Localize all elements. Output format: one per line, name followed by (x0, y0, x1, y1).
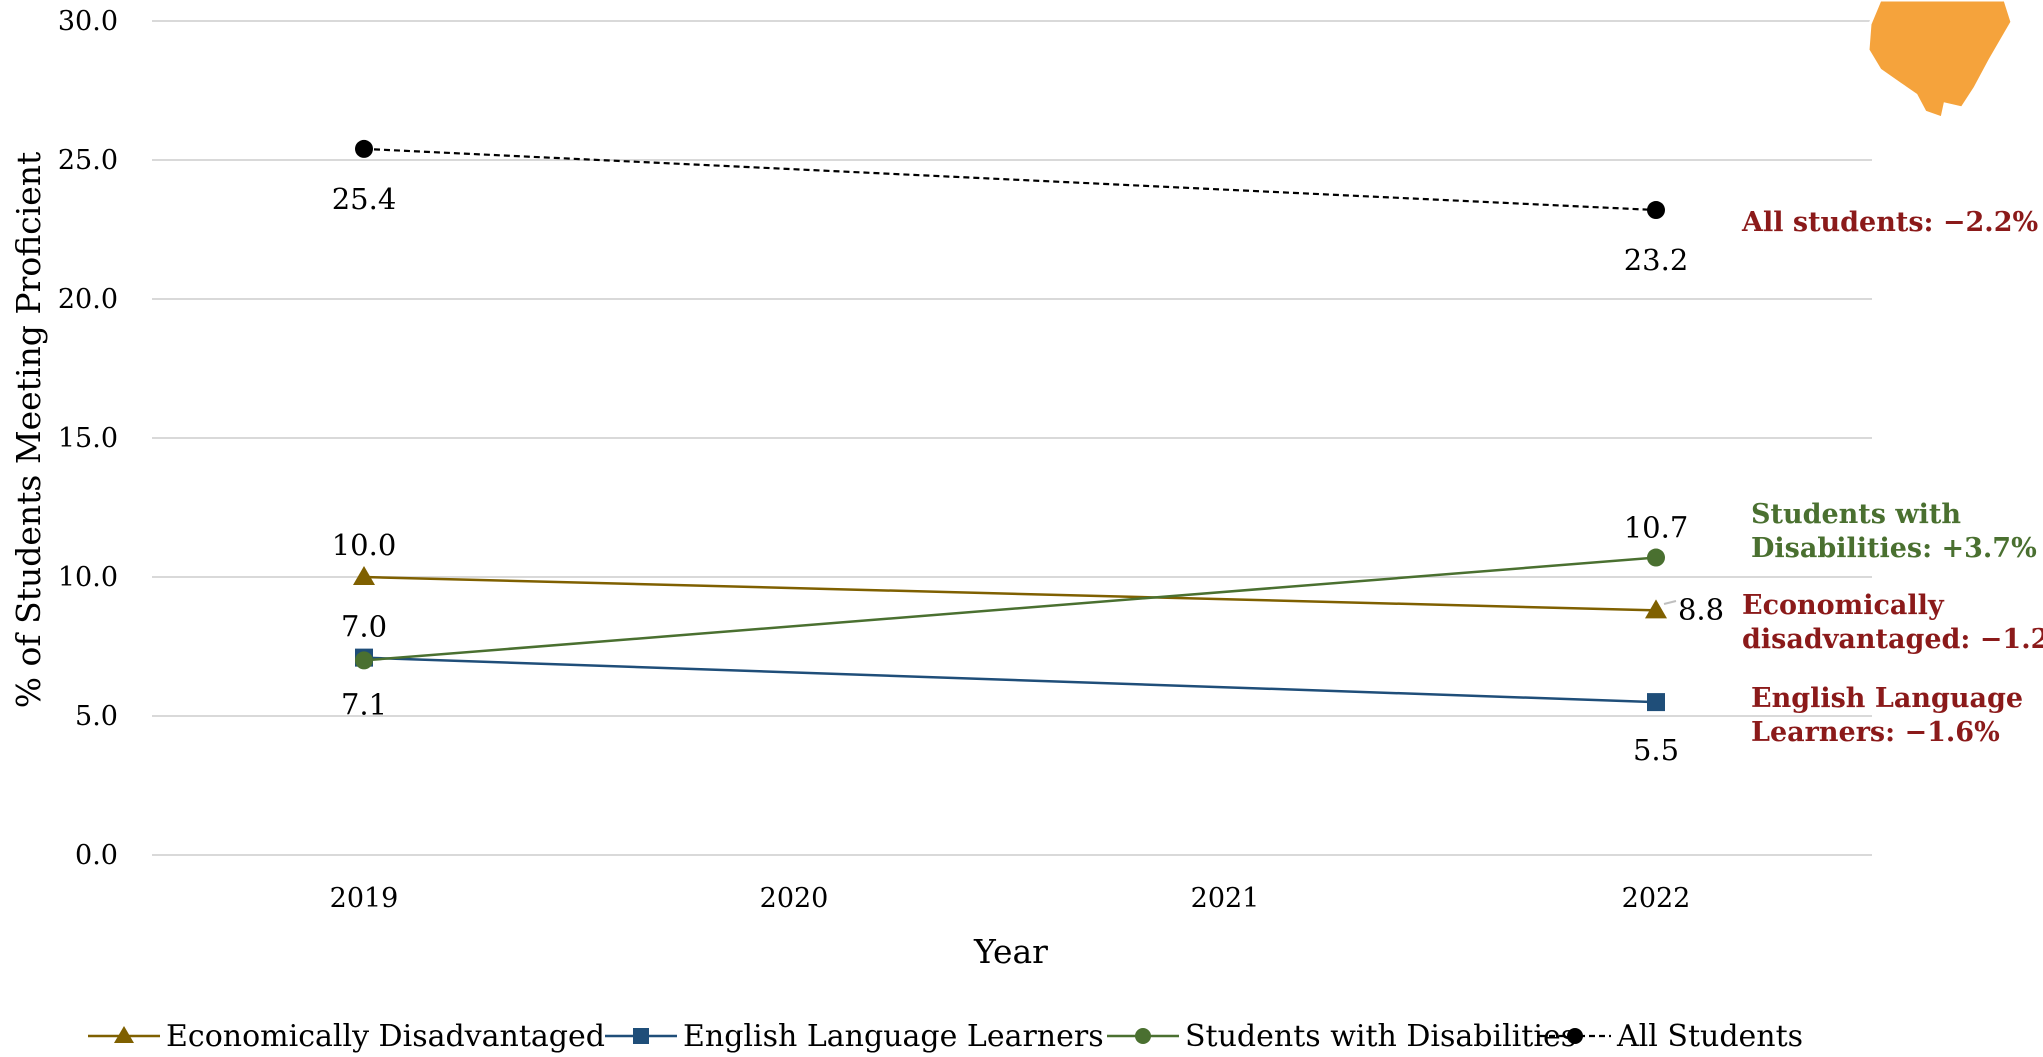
change-annotation: English Language Learners: −1.6% (1751, 683, 2023, 748)
data-label: 7.1 (341, 688, 387, 722)
annotation-line: Economically (1742, 590, 1945, 621)
data-point-marker (1647, 693, 1665, 712)
data-label: 10.7 (1624, 511, 1689, 545)
data-point-marker (355, 651, 373, 670)
legend-label: Students with Disabilities (1185, 1019, 1576, 1054)
x-tick-label: 2019 (330, 883, 399, 914)
annotation-line: All students: −2.2% (1741, 207, 2038, 238)
data-labels: 10.0 8.8 7.1 5.5 7.0 10.7 25.4 23.2 (332, 182, 1724, 767)
legend-item: All Students (1539, 1019, 1803, 1054)
data-label: 8.8 (1678, 592, 1724, 626)
y-tick-label: 5.0 (75, 701, 118, 732)
x-axis-title: Year (973, 932, 1048, 971)
change-annotation: Economically disadvantaged: −1.2% (1742, 590, 2043, 655)
legend-marker (1135, 1028, 1151, 1044)
data-label: 7.0 (341, 609, 387, 643)
y-tick-label: 15.0 (58, 423, 118, 454)
x-tick-label: 2020 (760, 883, 829, 914)
legend-marker (633, 1028, 649, 1044)
x-tick-label: 2022 (1622, 883, 1691, 914)
legend-label: All Students (1616, 1019, 1803, 1054)
data-point-marker (1645, 599, 1667, 619)
legend-item: Students with Disabilities (1107, 1019, 1576, 1054)
change-annotation: All students: −2.2% (1741, 207, 2038, 238)
change-annotations: All students: −2.2% Students with Disabili… (1741, 207, 2043, 748)
data-point-marker (1647, 201, 1665, 220)
series-line (363, 575, 1657, 612)
legend-item: Economically Disadvantaged (88, 1019, 605, 1054)
label-leader (1663, 600, 1677, 605)
series-markers (353, 139, 1667, 712)
data-label: 23.2 (1624, 243, 1689, 277)
x-tick-label: 2021 (1191, 883, 1260, 914)
y-tick-label: 25.0 (58, 145, 118, 176)
series-line (363, 147, 1657, 212)
series-line (363, 656, 1657, 704)
legend-marker (114, 1026, 134, 1043)
data-point-marker (355, 139, 373, 158)
y-tick-label: 0.0 (75, 840, 118, 871)
series-lines (363, 147, 1657, 704)
annotation-line: English Language (1751, 683, 2023, 714)
annotation-line: disadvantaged: −1.2% (1742, 624, 2043, 655)
legend: Economically Disadvantaged English Langua… (88, 1019, 1803, 1054)
y-axis-title: % of Students Meeting Proficient (9, 152, 48, 709)
x-axis-ticks: 2019 2020 2021 2022 (330, 883, 1691, 914)
y-tick-label: 10.0 (58, 562, 118, 593)
y-tick-label: 20.0 (58, 284, 118, 315)
data-point-marker (1647, 548, 1665, 567)
change-annotation: Students with Disabilities: +3.7% (1751, 499, 2037, 564)
y-tick-label: 30.0 (58, 6, 118, 37)
data-point-marker (353, 566, 375, 585)
state-map-shape (1866, 0, 2014, 120)
annotation-line: Disabilities: +3.7% (1751, 533, 2037, 564)
data-label: 5.5 (1633, 733, 1679, 767)
legend-marker (1567, 1028, 1583, 1044)
legend-item: English Language Learners (605, 1019, 1104, 1054)
data-label: 10.0 (332, 528, 397, 562)
annotation-line: Learners: −1.6% (1751, 717, 2000, 748)
annotation-line: Students with (1751, 499, 1961, 530)
gridlines (152, 20, 1872, 856)
legend-label: English Language Learners (683, 1019, 1104, 1054)
data-label: 25.4 (332, 182, 397, 216)
y-axis-ticks: 0.0 5.0 10.0 15.0 20.0 25.0 30.0 (58, 6, 118, 871)
series-line (363, 556, 1657, 662)
legend-label: Economically Disadvantaged (166, 1019, 605, 1054)
